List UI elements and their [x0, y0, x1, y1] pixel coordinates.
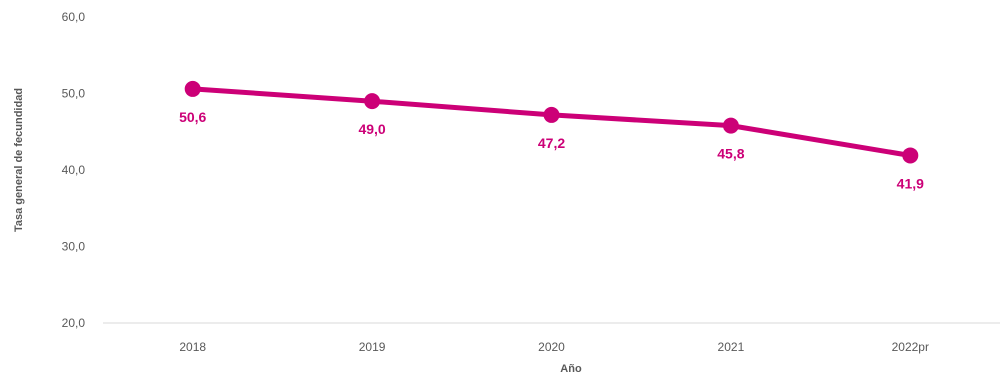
- y-tick-label: 50,0: [62, 87, 86, 101]
- y-tick-label: 60,0: [62, 10, 86, 24]
- y-axis-title: Tasa general de fecundidad: [13, 88, 25, 232]
- data-point: [902, 147, 919, 164]
- data-label: 41,9: [897, 175, 924, 191]
- data-label: 49,0: [358, 121, 385, 137]
- data-point: [722, 117, 739, 134]
- y-axis-tick-labels: 20,0 30,0 40,0 50,0 60,0: [62, 10, 86, 330]
- data-label: 50,6: [179, 109, 206, 125]
- x-axis-tick-labels: 2018 2019 2020 2021 2022pr: [179, 340, 929, 354]
- x-tick-label: 2019: [359, 340, 386, 354]
- y-tick-label: 20,0: [62, 316, 86, 330]
- data-label: 47,2: [538, 135, 565, 151]
- x-axis-title: Año: [560, 363, 582, 375]
- data-point: [184, 80, 201, 97]
- data-point: [543, 106, 560, 123]
- x-tick-label: 2022pr: [892, 340, 929, 354]
- data-label: 45,8: [717, 146, 744, 162]
- x-tick-label: 2018: [179, 340, 206, 354]
- data-point: [364, 93, 381, 110]
- y-tick-label: 30,0: [62, 240, 86, 254]
- y-tick-label: 40,0: [62, 163, 86, 177]
- series-group: 50,6 49,0 47,2 45,8 41,9: [179, 80, 924, 191]
- x-tick-label: 2021: [718, 340, 745, 354]
- x-tick-label: 2020: [538, 340, 565, 354]
